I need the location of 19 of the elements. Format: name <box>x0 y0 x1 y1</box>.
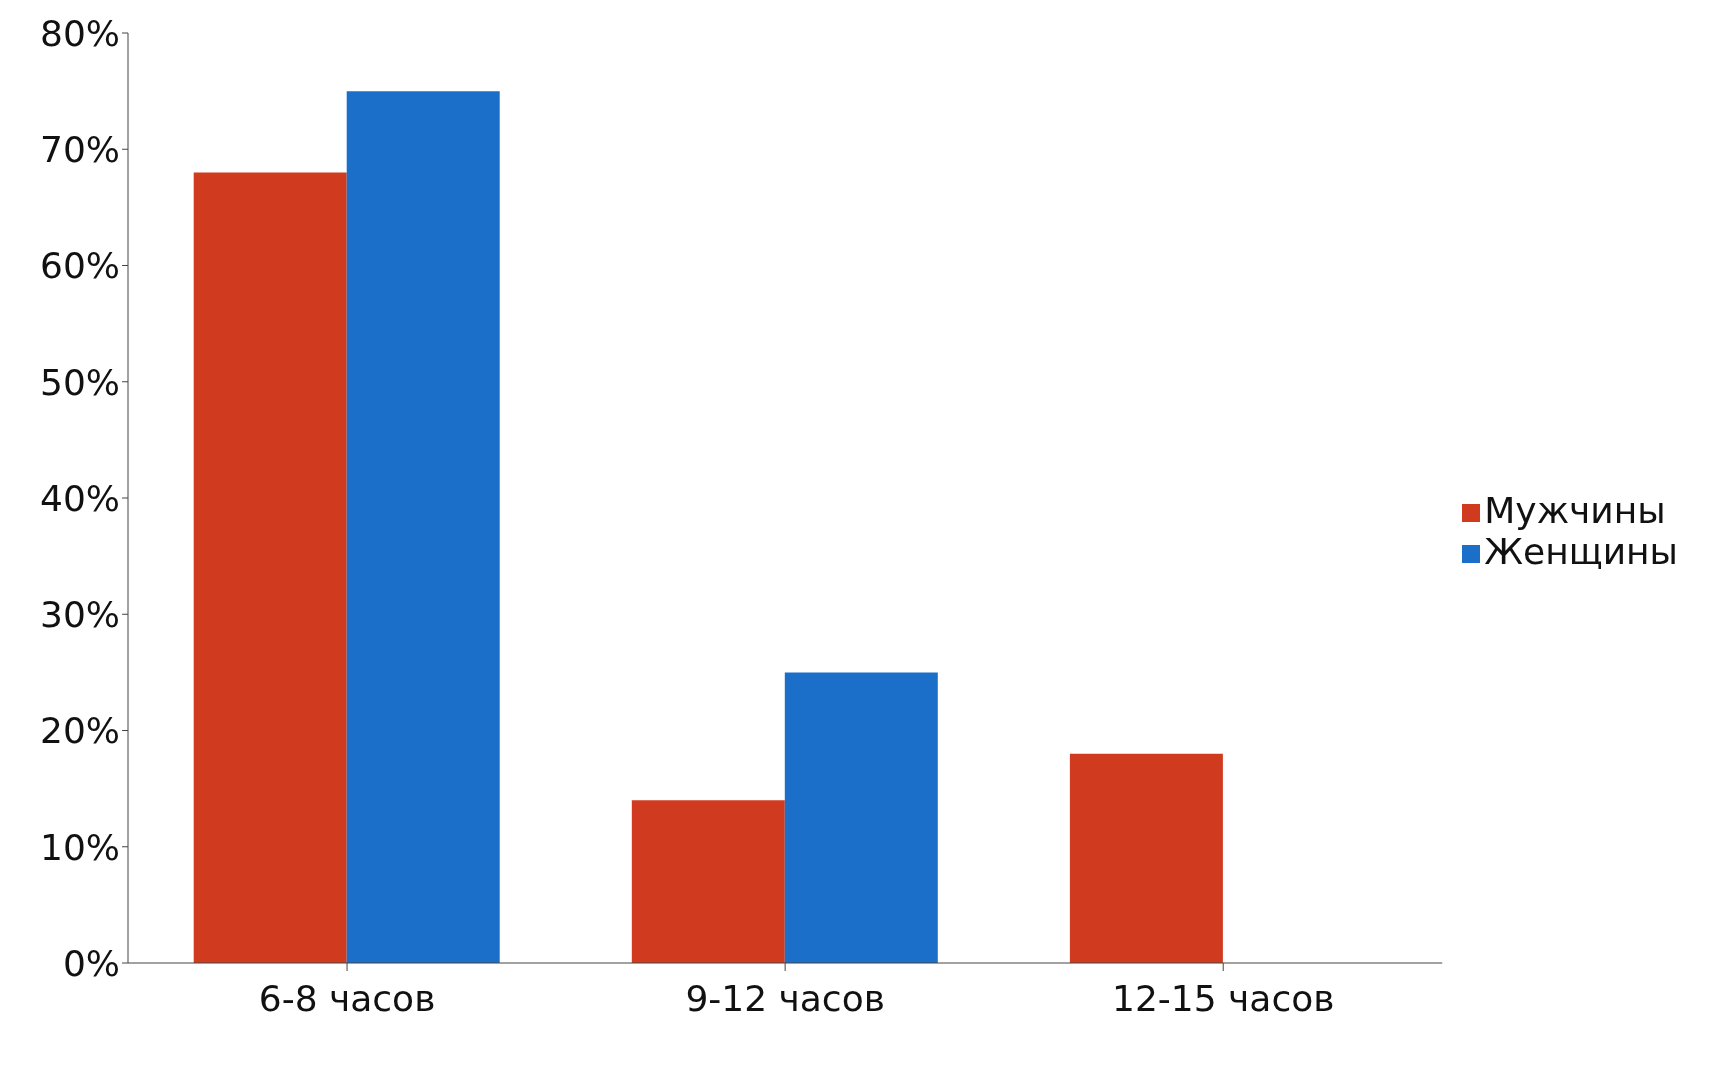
bar <box>1069 753 1223 963</box>
y-tick-label: 50% <box>39 361 120 403</box>
y-tick-label: 80% <box>39 12 120 54</box>
y-tick-label: 20% <box>39 710 120 752</box>
x-tick-label: 6-8 часов <box>258 977 436 1019</box>
y-tick-label: 0% <box>62 942 120 984</box>
bar <box>346 91 500 963</box>
y-tick-label: 10% <box>39 826 120 868</box>
y-tick-label: 40% <box>39 477 120 519</box>
bar <box>193 172 347 963</box>
x-tick-label: 12-15 часов <box>1112 977 1335 1019</box>
y-tick-label: 70% <box>39 129 120 171</box>
x-tick-label: 9-12 часов <box>685 977 885 1019</box>
y-tick-label: 30% <box>39 594 120 636</box>
bar <box>631 800 785 963</box>
legend-label: Женщины <box>1484 530 1678 572</box>
bar <box>784 672 938 963</box>
legend-label: Мужчины <box>1484 489 1666 531</box>
y-tick-label: 60% <box>39 245 120 287</box>
